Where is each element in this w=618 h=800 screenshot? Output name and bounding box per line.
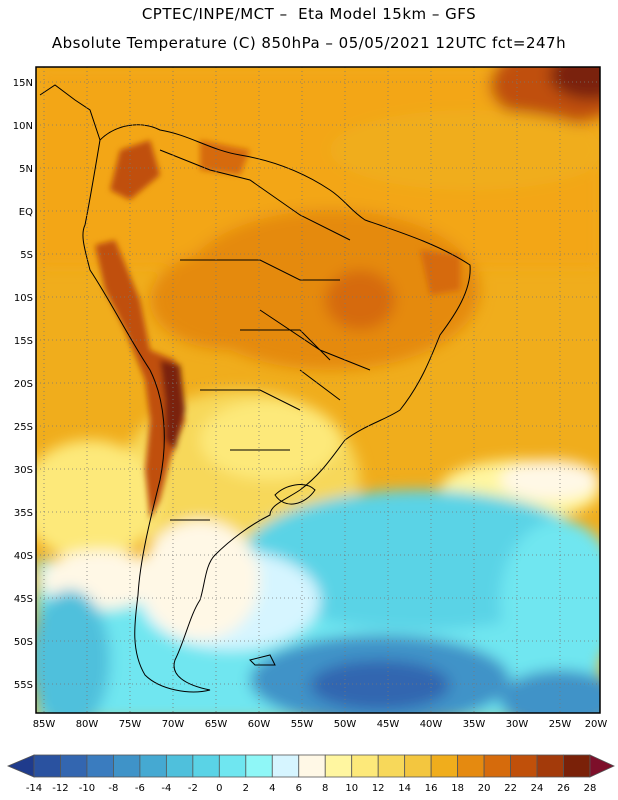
lat-label: EQ <box>19 207 33 218</box>
colorbar-swatch <box>351 754 379 778</box>
colorbar-tick-label: 16 <box>425 783 438 794</box>
lon-label: 35W <box>463 719 486 730</box>
lon-label: 25W <box>549 719 572 730</box>
colorbar-tick-label: 24 <box>531 783 544 794</box>
lon-label: 55W <box>291 719 314 730</box>
lon-label: 40W <box>420 719 443 730</box>
lat-label: 10S <box>14 293 33 304</box>
colorbar-tick-label: 20 <box>478 783 491 794</box>
colorbar-arrow-high <box>589 754 615 778</box>
lat-label: 35S <box>14 508 33 519</box>
colorbar-swatch <box>510 754 538 778</box>
lat-label: 55S <box>14 680 33 691</box>
lat-label: 20S <box>14 379 33 390</box>
colorbar-tick-label: 2 <box>243 783 249 794</box>
lat-label: 15N <box>13 78 33 89</box>
colorbar-tick-label: 14 <box>398 783 411 794</box>
colorbar-tick-label: -2 <box>188 783 198 794</box>
colorbar-tick-label: 18 <box>451 783 464 794</box>
colorbar-swatch <box>536 754 564 778</box>
colorbar-swatch <box>33 754 61 778</box>
colorbar: -14 -12 -10 -8 -6 -4 -2 0 2 4 6 8 10 12 14 16 18 20 22 24 26… <box>6 754 615 794</box>
colorbar-swatch <box>245 754 273 778</box>
colorbar-tick-label: -10 <box>79 783 95 794</box>
colorbar-swatch <box>324 754 353 778</box>
lat-label: 40S <box>14 551 33 562</box>
colorbar-tick-label: 8 <box>322 783 328 794</box>
colorbar-tick-label: -6 <box>135 783 145 794</box>
colorbar-tick-label: -12 <box>52 783 68 794</box>
lon-label: 50W <box>334 719 357 730</box>
longitude-labels: 85W 80W 75W 70W 65W 60W 55W 50W 45W 40W … <box>33 719 608 730</box>
colorbar-tick-label: 12 <box>372 783 385 794</box>
lon-label: 20W <box>585 719 608 730</box>
colorbar-swatch <box>192 754 220 778</box>
lat-label: 15S <box>14 336 33 347</box>
lon-label: 65W <box>205 719 228 730</box>
lon-label: 30W <box>506 719 529 730</box>
colorbar-swatch <box>483 754 511 778</box>
lat-label: 45S <box>14 594 33 605</box>
lon-label: 80W <box>76 719 99 730</box>
colorbar-swatch <box>563 754 591 778</box>
colorbar-tick-label: 6 <box>296 783 302 794</box>
colorbar-tick-label: 22 <box>504 783 517 794</box>
lat-label: 50S <box>14 637 33 648</box>
colorbar-tick-label: -14 <box>26 783 42 794</box>
lat-label: 5S <box>20 250 33 261</box>
latitude-labels: 15N 10N 5N EQ 5S 10S 15S 20S 25S 30S 35S… <box>13 78 33 691</box>
colorbar-swatch <box>113 754 141 778</box>
coastlines <box>39 84 471 693</box>
colorbar-tick-label: 26 <box>557 783 570 794</box>
colorbar-swatch <box>218 754 247 778</box>
lon-label: 85W <box>33 719 56 730</box>
colorbar-tick-label: -4 <box>161 783 171 794</box>
map-frame <box>35 66 601 714</box>
colorbar-swatch <box>298 754 326 778</box>
colorbar-swatch <box>271 754 300 778</box>
colorbar-swatch <box>139 754 167 778</box>
colorbar-tick-label: 10 <box>345 783 358 794</box>
lat-label: 30S <box>14 465 33 476</box>
colorbar-tick-label: 4 <box>269 783 275 794</box>
colorbar-tick-label: -8 <box>108 783 118 794</box>
colorbar-swatch <box>430 754 459 778</box>
colorbar-tick-label: 0 <box>216 783 222 794</box>
lat-label: 5N <box>19 164 33 175</box>
colorbar-swatch <box>404 754 432 778</box>
lon-label: 45W <box>377 719 400 730</box>
colorbar-swatch <box>60 754 88 778</box>
lon-label: 70W <box>162 719 185 730</box>
lat-label: 10N <box>13 121 33 132</box>
temperature-field <box>36 67 600 713</box>
lon-label: 75W <box>119 719 142 730</box>
colorbar-swatch <box>86 754 114 778</box>
lat-label: 25S <box>14 422 33 433</box>
colorbar-swatch <box>165 754 194 778</box>
map-title-line2: Absolute Temperature (C) 850hPa – 05/05/… <box>51 34 567 52</box>
map-title-line1: CPTEC/INPE/MCT – Eta Model 15km – GFS <box>141 5 477 23</box>
colorbar-swatch <box>457 754 485 778</box>
colorbar-tick-label: 28 <box>584 783 597 794</box>
lon-label: 60W <box>248 719 271 730</box>
colorbar-arrow-low <box>6 754 35 778</box>
colorbar-swatch <box>377 754 406 778</box>
